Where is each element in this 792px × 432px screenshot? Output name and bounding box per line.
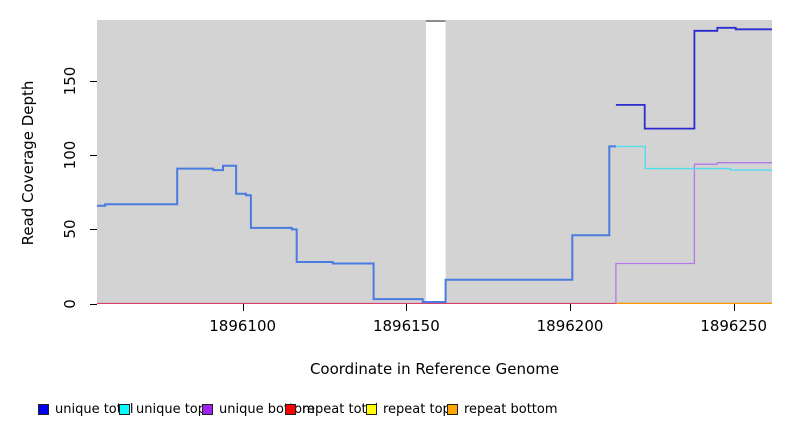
plot-area (97, 20, 772, 304)
legend-item-repeat-bottom: repeat bottom (447, 396, 558, 422)
legend: unique total unique top unique bottom repea… (0, 396, 792, 422)
y-tick-label: 150 (61, 66, 79, 96)
y-tick-label: 50 (61, 219, 79, 239)
legend-item-unique-total: unique total (38, 396, 133, 422)
legend-label: repeat bottom (464, 401, 558, 417)
y-tick-label: 0 (61, 298, 79, 309)
unique-bottom-line (615, 162, 772, 304)
unique-total-overlap-line (97, 145, 616, 303)
legend-item-repeat-top: repeat top (366, 396, 451, 422)
x-tick (570, 304, 572, 311)
x-axis-title: Coordinate in Reference Genome (309, 360, 560, 378)
x-tick-label: 1896100 (209, 317, 277, 335)
x-tick-label: 1896200 (536, 317, 604, 335)
legend-label: unique total (55, 401, 134, 417)
coverage-lines-svg (97, 20, 772, 304)
y-tick (90, 229, 97, 231)
legend-swatch-icon (38, 403, 49, 415)
legend-label: unique top (136, 401, 207, 417)
y-tick-label: 100 (61, 140, 79, 170)
x-tick-label: 1896150 (372, 317, 440, 335)
x-tick (242, 304, 244, 311)
legend-label: repeat top (383, 401, 451, 417)
x-tick-label: 1896250 (700, 317, 768, 335)
legend-label: repeat total (302, 401, 379, 417)
legend-swatch-icon (285, 403, 296, 415)
x-tick (733, 304, 735, 311)
legend-swatch-icon (119, 403, 130, 415)
x-tick (406, 304, 408, 311)
legend-item-unique-top: unique top (119, 396, 206, 422)
legend-swatch-icon (447, 403, 458, 415)
unique-total-line (615, 26, 772, 130)
y-tick (90, 303, 97, 305)
y-axis-title: Read Coverage Depth (19, 80, 37, 246)
y-tick (90, 81, 97, 83)
unique-top-line (609, 145, 772, 171)
legend-swatch-icon (366, 403, 377, 415)
gap-mask (425, 20, 446, 301)
y-tick (90, 155, 97, 157)
legend-item-repeat-total: repeat total (285, 396, 378, 422)
gap-cap (425, 20, 446, 22)
legend-swatch-icon (202, 403, 213, 415)
